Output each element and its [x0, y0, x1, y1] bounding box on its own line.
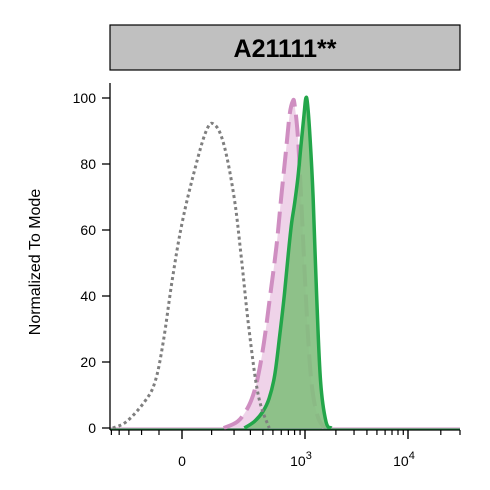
- y-tick-label: 60: [80, 222, 96, 238]
- x-tick-label: 103: [290, 450, 312, 469]
- y-ticks: 0 20 40 60 80 100: [73, 90, 110, 436]
- y-tick-label: 0: [88, 420, 96, 436]
- y-axis-title: Normalized To Mode: [27, 189, 44, 336]
- y-tick-label: 100: [73, 90, 97, 106]
- series-layer: [110, 95, 460, 431]
- series-pink-dashed-line: [222, 97, 327, 430]
- title-bar: [109, 24, 461, 71]
- series-green-solid-line: [243, 95, 333, 430]
- x-ticks: 0 103 104: [110, 430, 461, 469]
- series-control-dotted-line: [112, 121, 271, 430]
- y-tick-label: 20: [80, 354, 96, 370]
- x-tick-label: 104: [393, 450, 415, 469]
- y-tick-label: 80: [80, 156, 96, 172]
- chart-title: A21111**: [234, 35, 337, 63]
- x-tick-label: 0: [178, 453, 186, 469]
- y-tick-label: 40: [80, 288, 96, 304]
